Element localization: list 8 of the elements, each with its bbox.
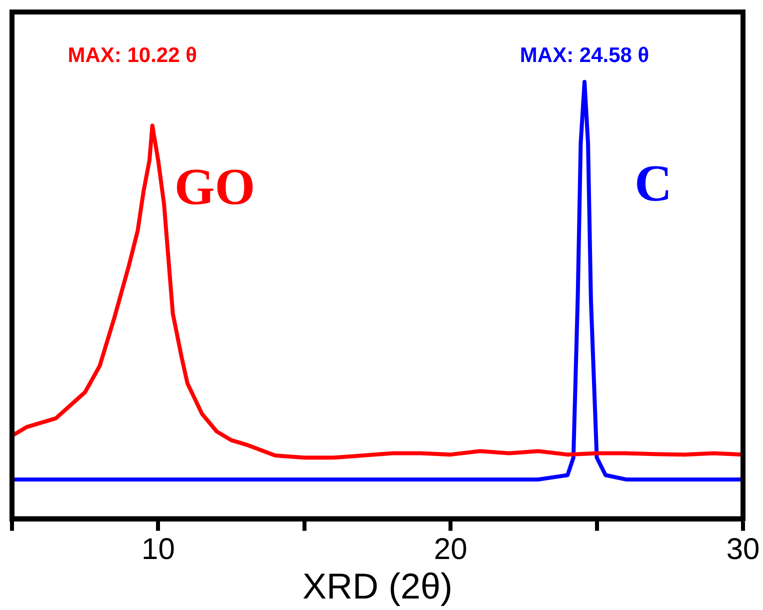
x-tick-label: 30 xyxy=(726,533,760,566)
series-label: C xyxy=(634,155,672,212)
text: MAX: 24.58 θ xyxy=(520,44,650,67)
x-tick-label: 10 xyxy=(142,533,175,566)
x-axis-title: XRD (2θ) xyxy=(302,565,453,606)
text: MAX: 10.22 θ xyxy=(68,44,197,67)
x-tick-label: 20 xyxy=(434,533,468,566)
series-label: GO xyxy=(174,159,256,216)
